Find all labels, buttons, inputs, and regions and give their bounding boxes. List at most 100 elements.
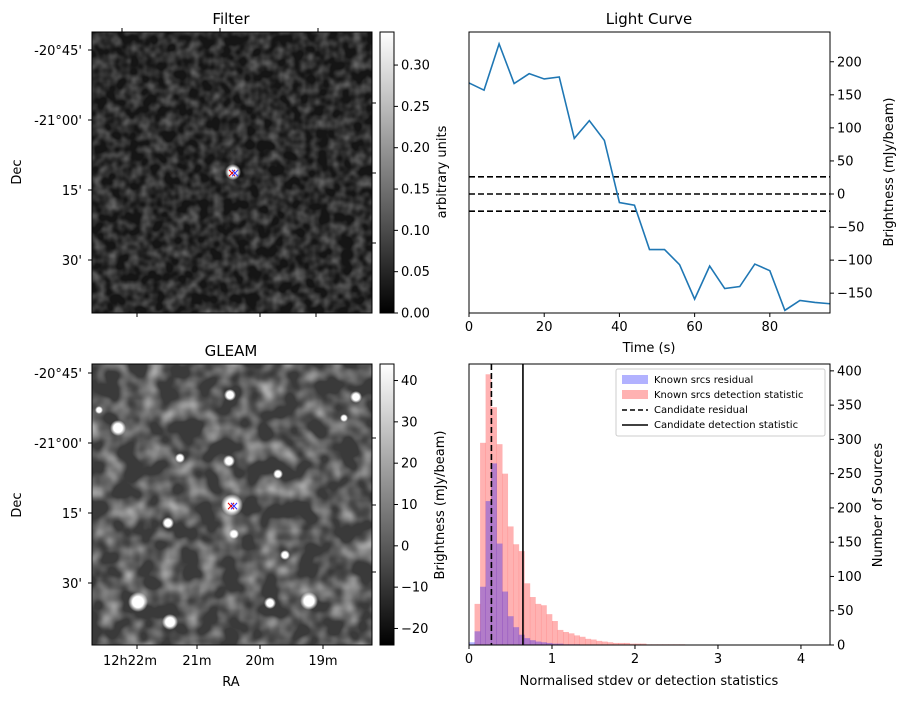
histogram-bar <box>541 605 547 645</box>
x-tick-label: 3 <box>714 652 722 667</box>
histogram-bar <box>558 630 564 645</box>
filter-title: Filter <box>212 10 250 28</box>
histogram-bar <box>563 632 569 645</box>
histogram-bar <box>552 621 558 645</box>
colorbar-tick-label: 0.15 <box>401 183 430 198</box>
legend-entry: Known srcs residual <box>654 375 753 386</box>
x-tick-label: 0 <box>465 652 473 667</box>
filter-dec-tick-label: 30' <box>62 254 82 269</box>
filter-dec-tick-label: 15' <box>62 184 82 199</box>
colorbar-tick-label: 40 <box>401 374 418 389</box>
colorbar-tick-label: 0.10 <box>401 224 430 239</box>
colorbar-tick-label: 30 <box>401 415 418 430</box>
filter-panel: Filter × × -20°45' -21°00' 15' 30' Dec 0… <box>10 10 450 322</box>
histogram-bar <box>519 551 525 645</box>
light-curve-title: Light Curve <box>606 10 692 28</box>
y-tick-label: −100 <box>837 254 873 269</box>
histogram-bar <box>497 544 503 645</box>
y-tick-label: 350 <box>837 399 862 414</box>
legend-entry: Candidate residual <box>654 405 748 416</box>
x-tick-label: 0 <box>465 320 473 335</box>
gleam-dec-tick-label: 30' <box>62 577 82 592</box>
filter-colorbar-ticks: 0.00 0.05 0.10 0.15 0.20 0.25 0.30 <box>394 59 430 322</box>
histogram-bar <box>569 633 575 645</box>
y-tick-label: 200 <box>837 55 862 70</box>
y-tick-label: 50 <box>837 154 854 169</box>
histogram-bar <box>530 597 536 645</box>
histogram-bar <box>475 631 481 645</box>
histogram-bar <box>530 640 536 645</box>
colorbar-tick-label: 0.20 <box>401 141 430 156</box>
filter-ylabel: Dec <box>10 159 25 184</box>
colorbar-tick-label: 0.00 <box>401 307 430 322</box>
y-tick-label: 100 <box>837 570 862 585</box>
y-tick-label: 150 <box>837 536 862 551</box>
histogram-bar <box>535 604 541 645</box>
colorbar-tick-label: −10 <box>401 581 428 596</box>
histogram-xlabel: Normalised stdev or detection statistics <box>520 674 779 689</box>
histogram-bar <box>519 635 525 645</box>
gleam-ra-tick-label: 20m <box>245 654 274 669</box>
x-tick-label: 80 <box>762 320 779 335</box>
colorbar-tick-label: 0.05 <box>401 265 430 280</box>
x-tick-label: 2 <box>631 652 639 667</box>
histogram-bar <box>502 592 508 645</box>
colorbar-tick-label: 20 <box>401 457 418 472</box>
x-tick-label: 20 <box>536 320 553 335</box>
gleam-xlabel: RA <box>222 675 240 690</box>
gleam-dec-tick-label: -20°45' <box>34 367 82 382</box>
y-tick-label: 0 <box>837 639 845 654</box>
gleam-dec-tick-label: -21°00' <box>34 437 82 452</box>
histogram-bar <box>580 637 586 645</box>
gleam-candidate-marker-blue: × <box>229 499 239 513</box>
colorbar-tick-label: 0.25 <box>401 100 430 115</box>
histogram-bar <box>591 640 597 645</box>
filter-dec-tick-label: -21°00' <box>34 114 82 129</box>
y-tick-label: 0 <box>837 187 845 202</box>
y-tick-label: 300 <box>837 433 862 448</box>
light-curve-xlabel: Time (s) <box>622 341 676 356</box>
y-tick-label: 400 <box>837 364 862 379</box>
filter-colorbar <box>380 32 394 313</box>
x-tick-label: 60 <box>686 320 703 335</box>
filter-colorbar-label: arbitrary units <box>435 125 450 218</box>
x-tick-label: 40 <box>611 320 628 335</box>
gleam-ylabel: Dec <box>10 492 25 517</box>
y-tick-label: 250 <box>837 467 862 482</box>
legend-entry: Known srcs detection statistic <box>654 390 803 401</box>
colorbar-tick-label: 0 <box>401 539 409 554</box>
histogram-ylabel: Number of Sources <box>871 443 886 568</box>
histogram-bar <box>524 638 530 645</box>
gleam-colorbar-label: Brightness (mJy/beam) <box>433 431 448 580</box>
gleam-colorbar <box>380 364 394 645</box>
y-tick-label: 200 <box>837 501 862 516</box>
histogram-bar <box>508 616 514 645</box>
colorbar-tick-label: 0.30 <box>401 59 430 74</box>
histogram-bar <box>524 583 530 645</box>
legend-entry: Candidate detection statistic <box>654 420 798 431</box>
histogram-bar <box>535 642 541 645</box>
histogram-bar <box>513 627 519 645</box>
histogram-bar <box>480 587 486 645</box>
legend-swatch-residual <box>622 375 648 384</box>
histogram-bar <box>486 501 492 645</box>
gleam-dec-tick-label: 15' <box>62 507 82 522</box>
x-tick-label: 1 <box>548 652 556 667</box>
filter-candidate-marker-blue: × <box>230 166 240 180</box>
colorbar-tick-label: 10 <box>401 498 418 513</box>
gleam-ra-tick-label: 19m <box>308 654 337 669</box>
light-curve-ylabel: Brightness (mJy/beam) <box>882 98 897 247</box>
gleam-ra-tick-label: 12h22m <box>103 654 157 669</box>
histogram-bar <box>546 614 552 645</box>
histogram-bar <box>585 639 591 645</box>
filter-dec-tick-label: -20°45' <box>34 44 82 59</box>
gleam-title: GLEAM <box>205 342 258 360</box>
gleam-ra-tick-label: 21m <box>182 654 211 669</box>
light-curve-axes-frame <box>469 32 830 313</box>
y-tick-label: −50 <box>837 221 864 236</box>
y-tick-label: −150 <box>837 287 873 302</box>
